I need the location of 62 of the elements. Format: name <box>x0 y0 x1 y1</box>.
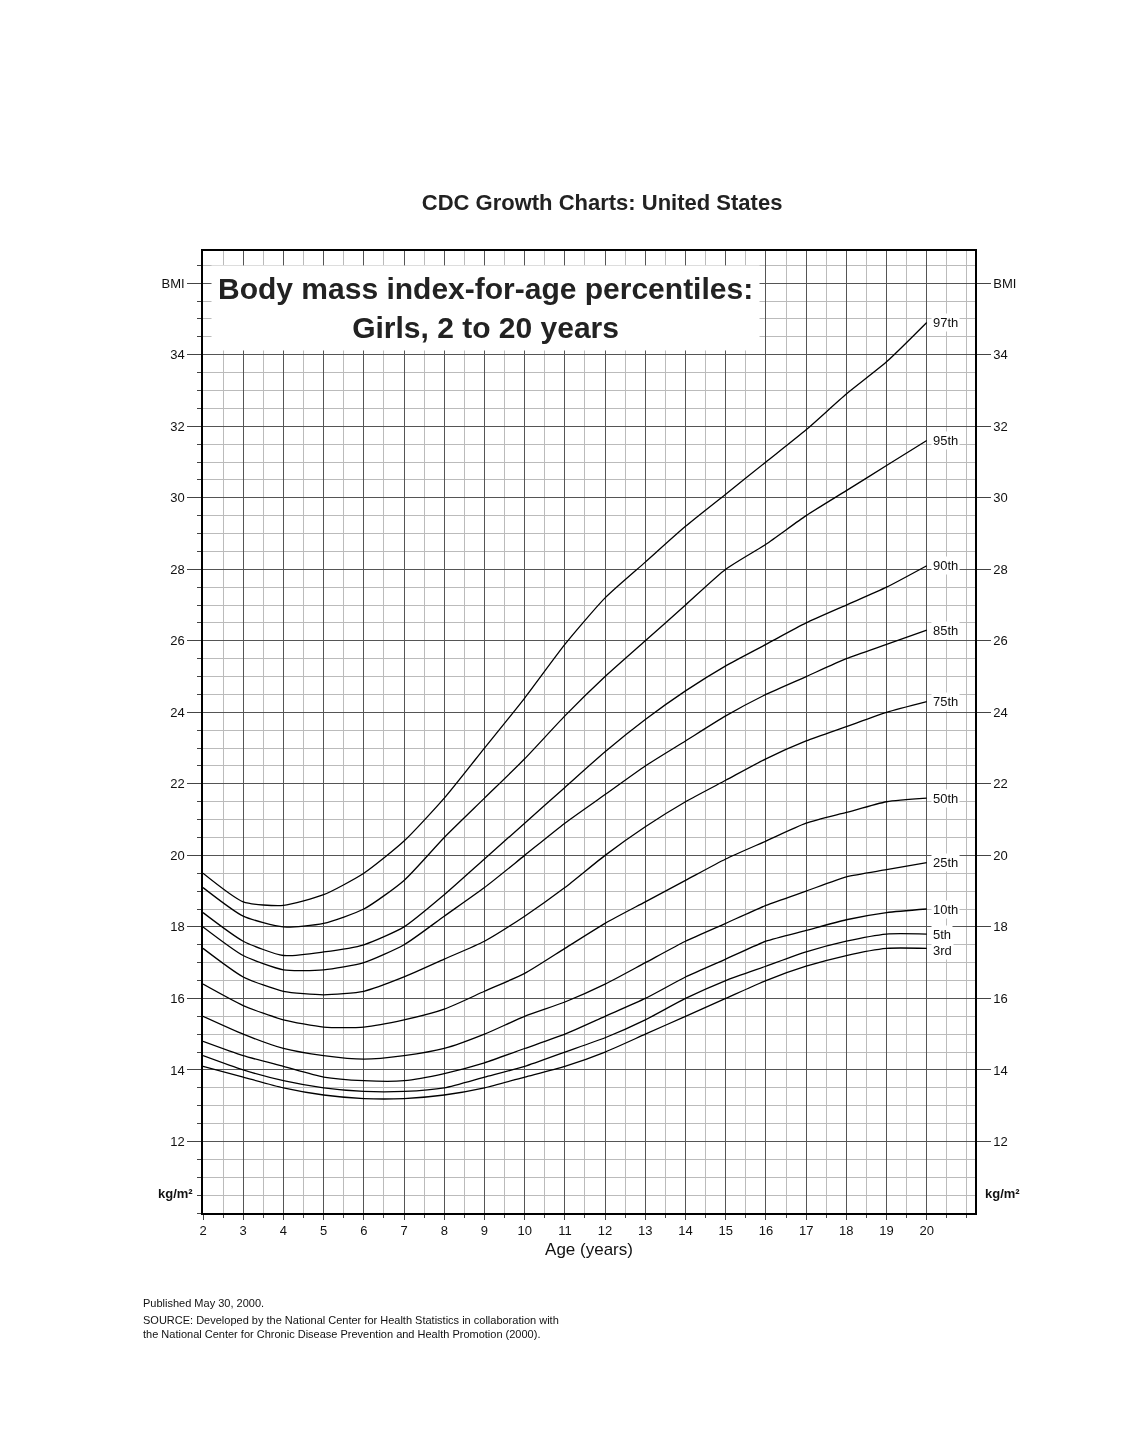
text: Published May 30, 2000. <box>143 1297 265 1309</box>
y2-tick-label: 28 <box>993 561 1008 577</box>
series-label: 95th <box>933 433 959 448</box>
y-tick-label: 28 <box>170 561 185 577</box>
x-tick-label: 16 <box>758 1223 774 1239</box>
y2-tick-label: 16 <box>993 990 1008 1006</box>
y2-tick-label: BMI <box>993 275 1017 291</box>
y-tick-label: 34 <box>170 347 185 363</box>
y-tick-label: 26 <box>170 633 185 649</box>
series-label: 85th <box>933 623 959 638</box>
y-tick-label: 12 <box>170 1134 185 1150</box>
y-tick-label: 14 <box>170 1062 185 1078</box>
x-tick-label: 7 <box>400 1223 408 1239</box>
x-tick-label: 14 <box>678 1223 693 1239</box>
x-tick-label: 6 <box>360 1223 368 1239</box>
text: Body mass index-for-age percentiles: Girls, 2 to 20 years <box>218 272 754 344</box>
y-tick-label: 18 <box>170 919 185 935</box>
series-label: 3rd <box>933 943 952 958</box>
y2-tick-label: 32 <box>993 418 1008 434</box>
y-tick-label: 16 <box>170 990 185 1006</box>
y-tick-label: 20 <box>170 847 185 863</box>
series-label: 5th <box>933 927 952 942</box>
y-tick-label: 30 <box>170 490 185 506</box>
x-tick-label: 19 <box>879 1223 894 1239</box>
x-tick-label: 2 <box>199 1223 207 1239</box>
x-tick-label: 8 <box>440 1223 448 1239</box>
series-label: 90th <box>933 558 959 573</box>
y2-tick-label: 24 <box>993 704 1008 720</box>
x-tick-label: 17 <box>798 1223 814 1239</box>
x-tick-label: 15 <box>718 1223 733 1239</box>
x-tick-label: 4 <box>279 1223 288 1239</box>
x-axis-title: Age (years) <box>545 1240 633 1260</box>
series-label: 50th <box>933 791 959 806</box>
y-tick-label: 22 <box>170 776 185 792</box>
y2-axis-title: kg/m² <box>985 1186 1021 1201</box>
y2-tick-label: 30 <box>993 490 1008 506</box>
x-tick-label: 10 <box>517 1223 532 1239</box>
series-label: 25th <box>933 855 959 870</box>
y2-tick-label: 22 <box>993 776 1008 792</box>
series-label: 10th <box>933 902 959 917</box>
y2-tick-label: 18 <box>993 919 1008 935</box>
x-tick-label: 5 <box>320 1223 328 1239</box>
source-note: SOURCE: Developed by the National Center for Health Statistics in collaboration with the National Center for Chronic Disease Prevention and Health Promotion (2000). <box>143 1314 559 1341</box>
y2-tick-label: 12 <box>993 1134 1008 1150</box>
chart-title: CDC Growth Charts: United States <box>421 189 783 215</box>
x-tick-label: 9 <box>480 1223 489 1239</box>
series-label: 97th <box>933 315 959 330</box>
series-label: 75th <box>933 694 959 709</box>
y2-tick-label: 26 <box>993 633 1008 649</box>
y-tick-label: 24 <box>170 704 185 720</box>
y2-tick-label: 34 <box>993 347 1008 363</box>
y-tick-label: BMI <box>161 275 185 291</box>
x-tick-label: 12 <box>597 1223 613 1239</box>
x-tick-label: 3 <box>239 1223 247 1239</box>
x-tick-label: 20 <box>919 1223 934 1239</box>
x-tick-label: 13 <box>638 1223 653 1239</box>
y-axis-title: kg/m² <box>158 1186 194 1201</box>
y-tick-label: 32 <box>170 418 185 434</box>
y2-tick-label: 20 <box>993 847 1008 863</box>
y2-tick-label: 14 <box>993 1062 1008 1078</box>
x-tick-label: 18 <box>839 1223 854 1239</box>
x-tick-label: 11 <box>558 1223 572 1239</box>
